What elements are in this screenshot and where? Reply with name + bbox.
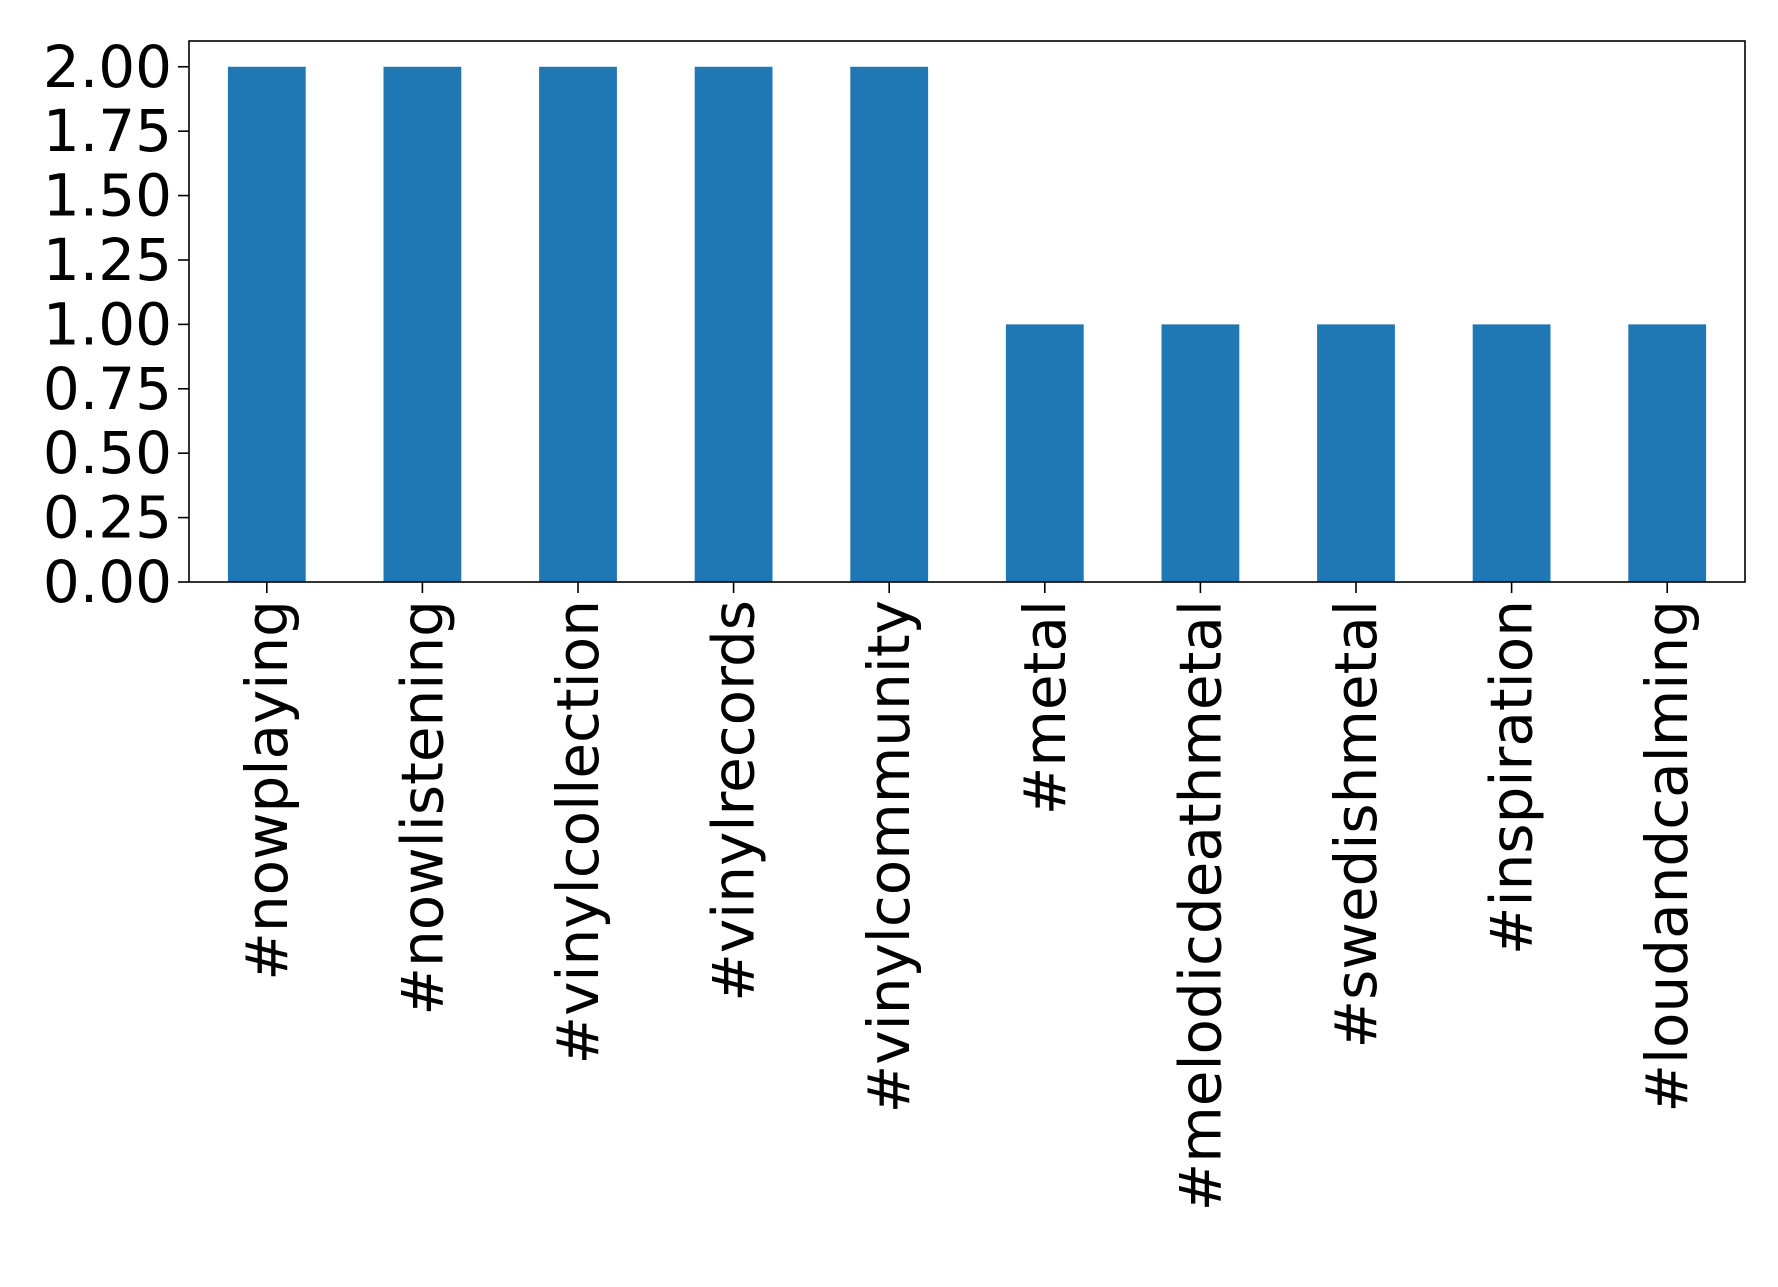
bar-nowlistening xyxy=(383,66,462,582)
x-tick-label-vinylcollection: #vinylcollection xyxy=(544,600,612,1065)
bar-melodicdeathmetal xyxy=(1161,324,1240,582)
y-tick-label: 2.00 xyxy=(43,33,172,101)
bar-vinylrecords xyxy=(694,66,773,582)
x-tick-label-vinylcommunity: #vinylcommunity xyxy=(855,600,923,1113)
y-tick-label: 0.25 xyxy=(43,484,172,552)
y-axis: 0.000.250.500.751.001.251.501.752.00 xyxy=(43,33,189,616)
y-tick-label: 0.00 xyxy=(43,548,172,616)
y-tick-label: 0.50 xyxy=(43,419,172,487)
x-tick-label-melodicdeathmetal: #melodicdeathmetal xyxy=(1166,600,1234,1211)
bar-inspiration xyxy=(1472,324,1551,582)
y-tick-label: 1.00 xyxy=(43,290,172,358)
x-axis: #nowplaying #nowlistening #vinylcollection… xyxy=(233,582,1701,1211)
bar-loudandcalming xyxy=(1628,324,1707,582)
bar-swedishmetal xyxy=(1317,324,1395,582)
x-tick-label-loudandcalming: #loudandcalming xyxy=(1633,600,1701,1113)
plot-area-frame xyxy=(188,40,1746,583)
x-tick-label-swedishmetal: #swedishmetal xyxy=(1322,600,1390,1048)
bar-vinylcollection xyxy=(539,66,617,582)
x-tick-label-nowplaying: #nowplaying xyxy=(233,600,301,981)
x-tick-label-nowlistening: #nowlistening xyxy=(388,600,456,1016)
y-tick-label: 0.75 xyxy=(43,355,172,423)
y-tick-label: 1.75 xyxy=(43,97,172,165)
y-tick-label: 1.50 xyxy=(43,162,172,230)
y-tick-label: 1.25 xyxy=(43,226,172,294)
x-tick-label-inspiration: #inspiration xyxy=(1478,600,1546,955)
x-tick-label-metal: #metal xyxy=(1011,600,1079,815)
bar-vinylcommunity xyxy=(850,66,929,582)
bar-nowplaying xyxy=(227,66,306,582)
x-tick-label-vinylrecords: #vinylrecords xyxy=(700,600,768,1002)
bars-layer xyxy=(227,66,1707,582)
bar-metal xyxy=(1005,324,1084,582)
